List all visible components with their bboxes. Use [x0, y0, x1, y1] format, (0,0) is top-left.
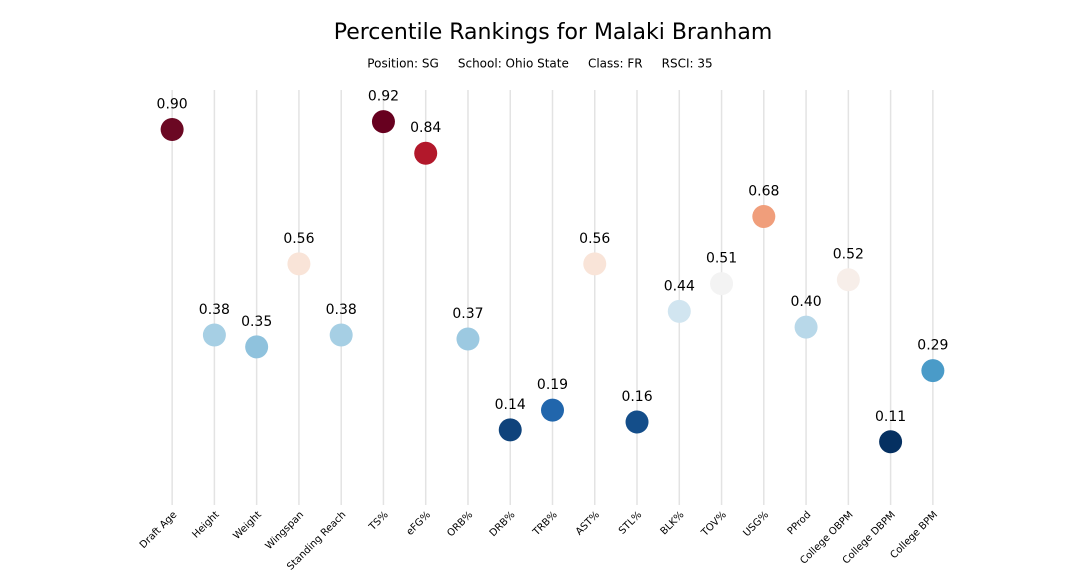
value-label: 0.11: [875, 409, 906, 425]
chart-subtitle: Position: SG School: Ohio State Class: F…: [367, 57, 712, 71]
x-tick-label: eFG%: [405, 509, 433, 537]
dot: [625, 410, 649, 434]
x-tick-label: ORB%: [445, 509, 475, 539]
chart-title: Percentile Rankings for Malaki Branham: [334, 20, 773, 45]
x-tick-label: DRB%: [488, 509, 518, 539]
dot: [456, 327, 480, 351]
dot: [541, 398, 564, 422]
dot: [498, 418, 522, 442]
x-tick-label: STL%: [617, 509, 644, 536]
x-tick-label: AST%: [574, 509, 602, 537]
x-tick-label: TS%: [367, 509, 391, 533]
value-label: 0.92: [368, 89, 399, 105]
dot: [202, 323, 226, 347]
dot: [287, 252, 311, 276]
x-tick-label: Draft Age: [138, 509, 180, 551]
x-tick-label: TRB%: [530, 509, 559, 538]
value-label: 0.29: [917, 338, 948, 354]
dot: [710, 272, 734, 296]
x-tick-label: TOV%: [699, 509, 729, 539]
x-tick-label: Weight: [231, 509, 263, 541]
value-label: 0.84: [410, 120, 441, 136]
value-label: 0.14: [495, 397, 526, 413]
value-label: 0.56: [283, 231, 314, 247]
value-label: 0.38: [326, 302, 357, 318]
dot: [371, 110, 395, 134]
value-label: 0.44: [664, 278, 695, 294]
value-label: 0.90: [157, 97, 188, 113]
dot: [667, 299, 691, 323]
value-label: 0.37: [452, 306, 483, 322]
dot: [160, 118, 184, 142]
dot: [414, 141, 438, 165]
value-label: 0.56: [579, 231, 610, 247]
x-tick-label: USG%: [741, 509, 771, 539]
value-label: 0.19: [537, 377, 568, 393]
value-label: 0.40: [790, 294, 821, 310]
value-label: 0.16: [621, 389, 652, 405]
dot: [879, 430, 903, 454]
dot: [245, 335, 269, 359]
value-label: 0.68: [748, 183, 779, 199]
x-tick-label: BLK%: [659, 509, 687, 537]
x-tick-label: PProd: [786, 509, 814, 537]
value-label: 0.35: [241, 314, 272, 330]
dot: [329, 323, 353, 347]
value-label: 0.38: [199, 302, 230, 318]
x-tick-label: Wingspan: [264, 509, 307, 552]
x-tick-label: Height: [190, 509, 221, 540]
value-label: 0.52: [833, 247, 864, 263]
dot: [794, 315, 818, 339]
dot: [836, 268, 860, 292]
value-label: 0.51: [706, 251, 737, 267]
dot: [921, 359, 945, 383]
dot: [752, 204, 776, 228]
dot: [583, 252, 607, 276]
